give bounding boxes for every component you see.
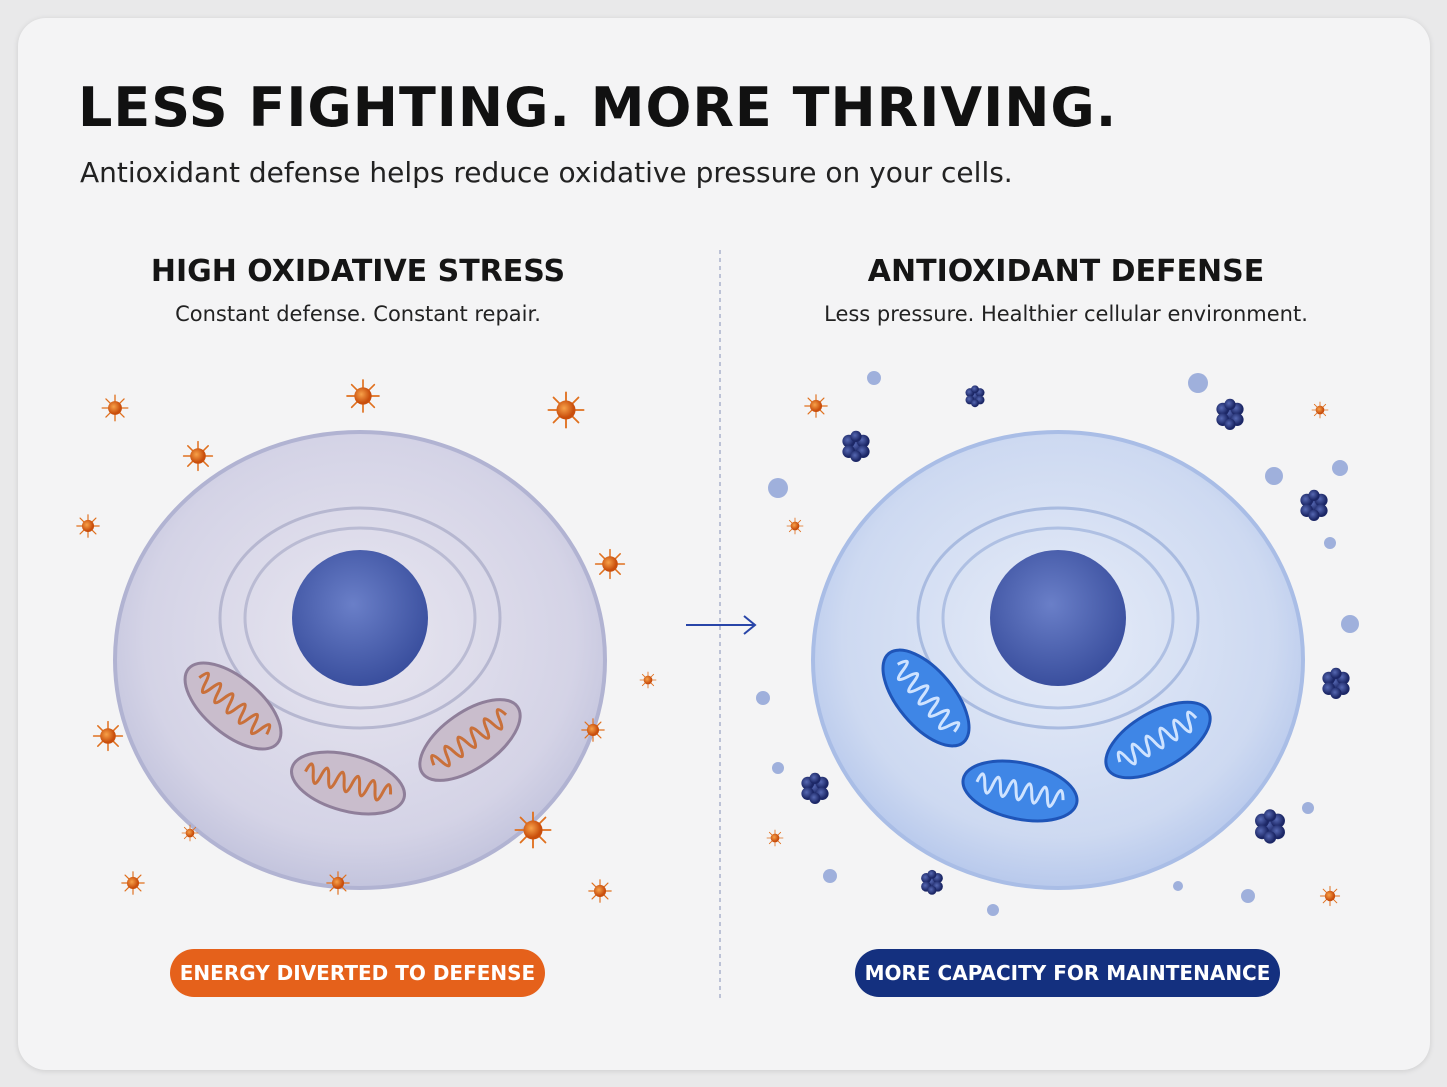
illustration <box>76 250 1359 1000</box>
badge: ENERGY DIVERTED TO DEFENSE <box>170 949 545 997</box>
panel-heading: HIGH OXIDATIVE STRESS <box>150 254 566 289</box>
panel-caption: Constant defense. Constant repair. <box>175 302 541 326</box>
subtitle: Antioxidant defense helps reduce oxidati… <box>80 156 1013 189</box>
badge: MORE CAPACITY FOR MAINTENANCE <box>855 949 1280 997</box>
title: LESS FIGHTING. MORE THRIVING. <box>78 76 1118 139</box>
infographic-card: LESS FIGHTING. MORE THRIVING. Antioxidan… <box>18 18 1430 1070</box>
arrow <box>686 615 757 635</box>
panel-heading: ANTIOXIDANT DEFENSE <box>867 254 1265 289</box>
protected-cell <box>811 430 1305 890</box>
panel-caption: Less pressure. Healthier cellular enviro… <box>824 302 1308 326</box>
stressed-cell <box>113 430 607 890</box>
antioxidants <box>756 371 1359 916</box>
